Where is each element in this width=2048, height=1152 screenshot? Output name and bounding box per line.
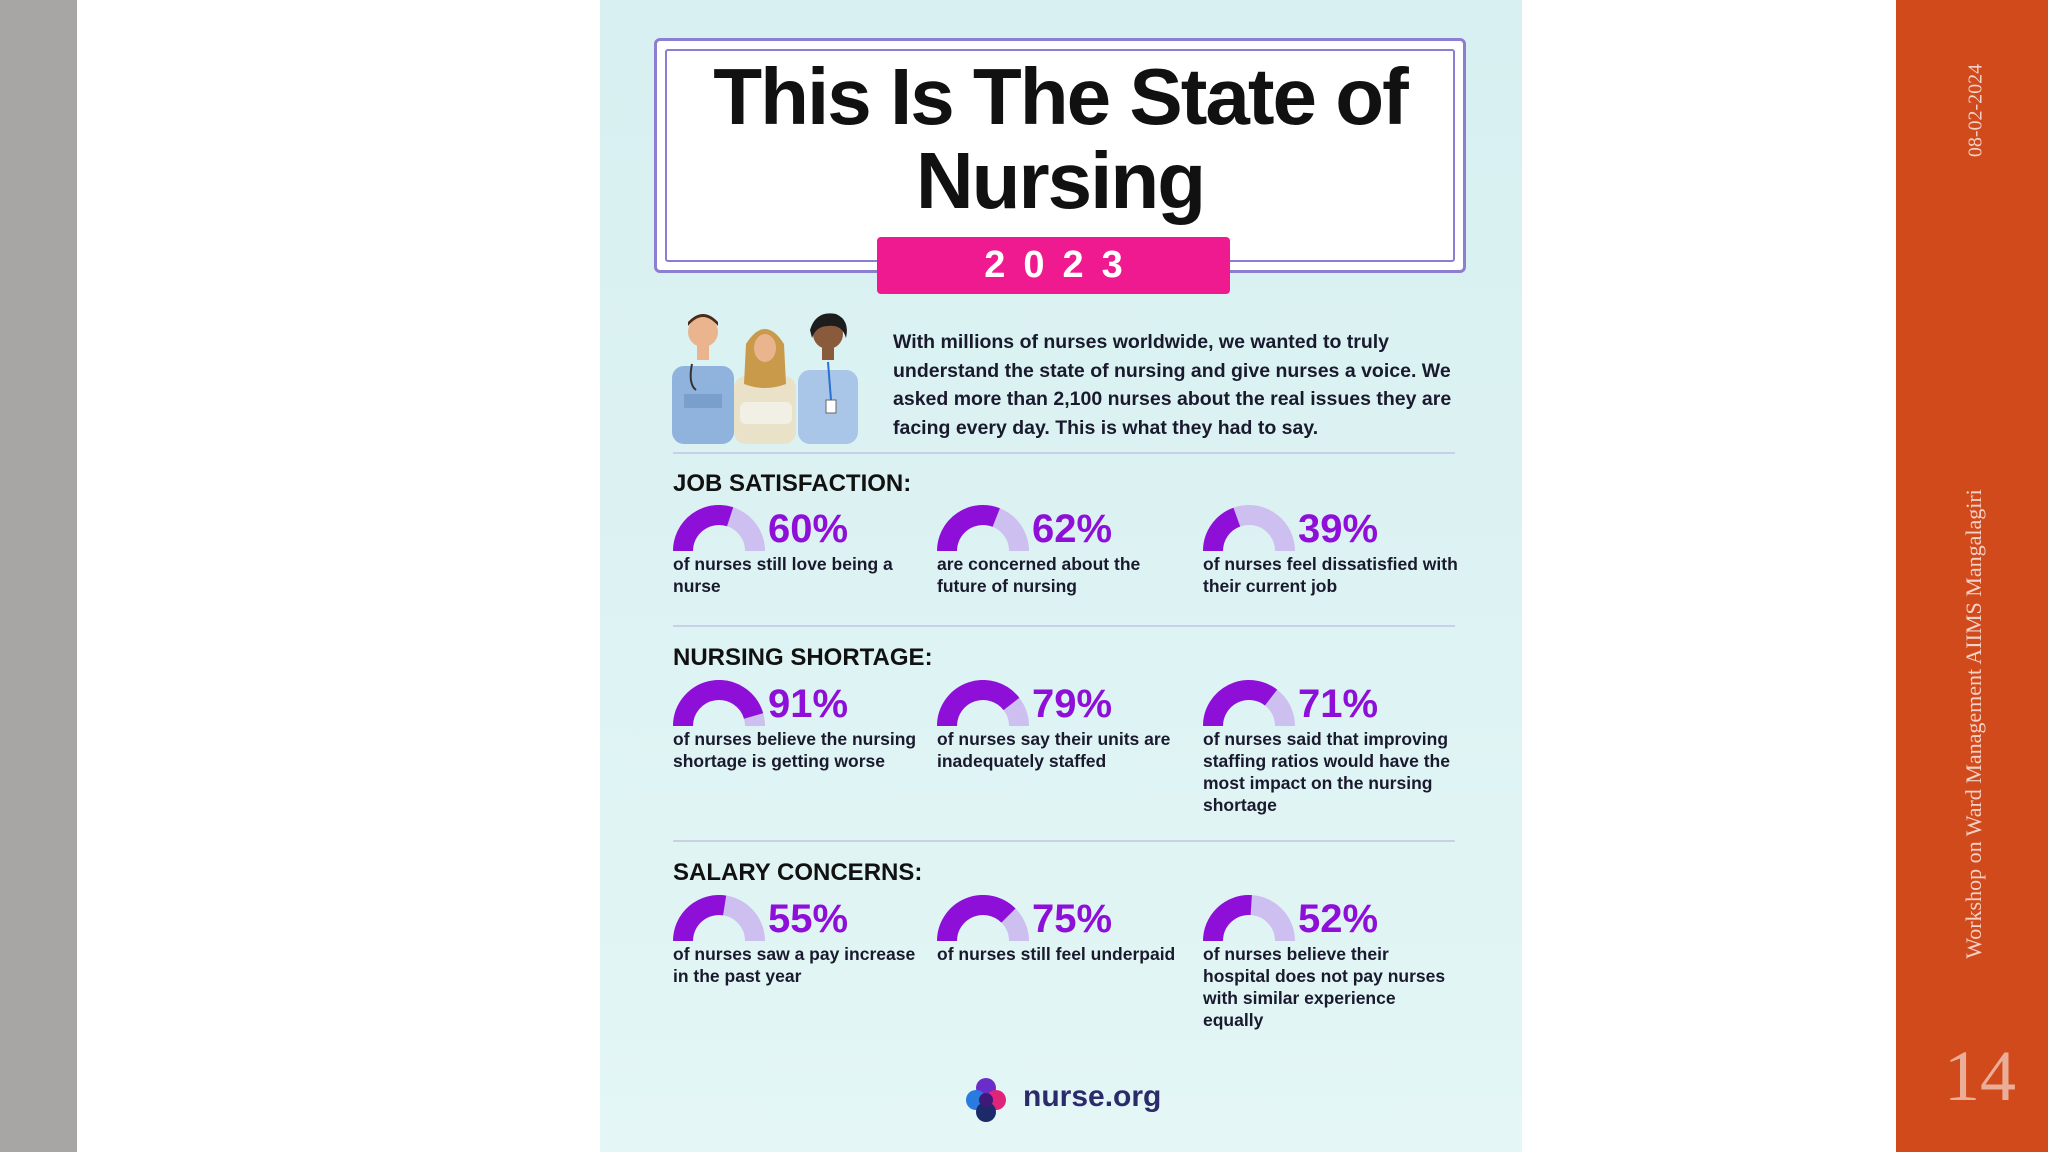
slide-side-band — [1896, 0, 2048, 1152]
divider-3 — [673, 840, 1455, 842]
logo-text: nurse.org — [1023, 1080, 1162, 1113]
stat-description: of nurses said that improving staffing r… — [1203, 729, 1450, 815]
stat-description: of nurses say their units are inadequate… — [937, 729, 1171, 771]
stat-description: of nurses still feel underpaid — [937, 944, 1176, 964]
gauge-icon — [1203, 680, 1295, 727]
stat-percent: 75% — [1032, 897, 1113, 941]
gauge-fill — [673, 505, 734, 552]
gauge-fill — [937, 680, 1020, 727]
stat-percent: 60% — [768, 507, 849, 551]
gauge-icon — [673, 895, 765, 942]
nurse-org-logo-icon — [966, 1078, 1006, 1122]
section-heading-nursing-shortage: NURSING SHORTAGE: — [673, 644, 933, 671]
gauge-icon — [1203, 505, 1295, 552]
stat-percent: 55% — [768, 897, 849, 941]
gauge-fill — [937, 895, 1016, 942]
stat-percent: 79% — [1032, 682, 1113, 726]
stat-description: are concerned about the future of nursin… — [937, 554, 1141, 596]
slide-date: 08-02-2024 — [1964, 63, 1987, 158]
stat-description: of nurses believe the nursing shortage i… — [673, 729, 917, 771]
year-badge: 2023 — [877, 237, 1230, 294]
divider-2 — [673, 625, 1455, 627]
stat-description: of nurses feel dissatisfied with their c… — [1203, 554, 1458, 596]
stat-percent: 91% — [768, 682, 849, 726]
gauge-icon — [673, 680, 765, 727]
gauge-fill — [937, 505, 1000, 552]
gauge-icon — [937, 895, 1029, 942]
stat-percent: 39% — [1298, 507, 1379, 551]
stat-description: of nurses believe their hospital does no… — [1203, 944, 1446, 1030]
gauge-fill — [673, 680, 764, 727]
infographic-title: This Is The State of Nursing — [713, 52, 1408, 225]
stat-percent: 52% — [1298, 897, 1379, 941]
section-heading-salary-concerns: SALARY CONCERNS: — [673, 859, 923, 886]
gauge-icon — [673, 505, 765, 552]
intro-paragraph: With millions of nurses worldwide, we wa… — [893, 331, 1452, 439]
slide-footer: Workshop on Ward Management AIIMS Mangal… — [1961, 489, 1986, 959]
stat-percent: 71% — [1298, 682, 1379, 726]
stat-description: of nurses saw a pay increase in the past… — [673, 944, 916, 986]
section-heading-job-satisfaction: JOB SATISFACTION: — [673, 470, 912, 497]
gauge-icon — [1203, 895, 1295, 942]
nursing-infographic: This Is The State of Nursing 2023 With m… — [600, 0, 1522, 1152]
gauge-fill — [1203, 680, 1278, 727]
gauge-fill — [673, 895, 727, 942]
gauge-fill — [1203, 507, 1241, 552]
slide-number: 14 — [1944, 1036, 2016, 1116]
gauge-icon — [937, 680, 1029, 727]
left-gray-strip — [0, 0, 77, 1152]
divider-1 — [673, 452, 1455, 454]
stat-percent: 62% — [1032, 507, 1113, 551]
nurses-illustration — [672, 313, 858, 444]
stat-description: of nurses still love being a nurse — [673, 554, 893, 596]
gauge-fill — [1203, 895, 1252, 942]
gauge-icon — [937, 505, 1029, 552]
